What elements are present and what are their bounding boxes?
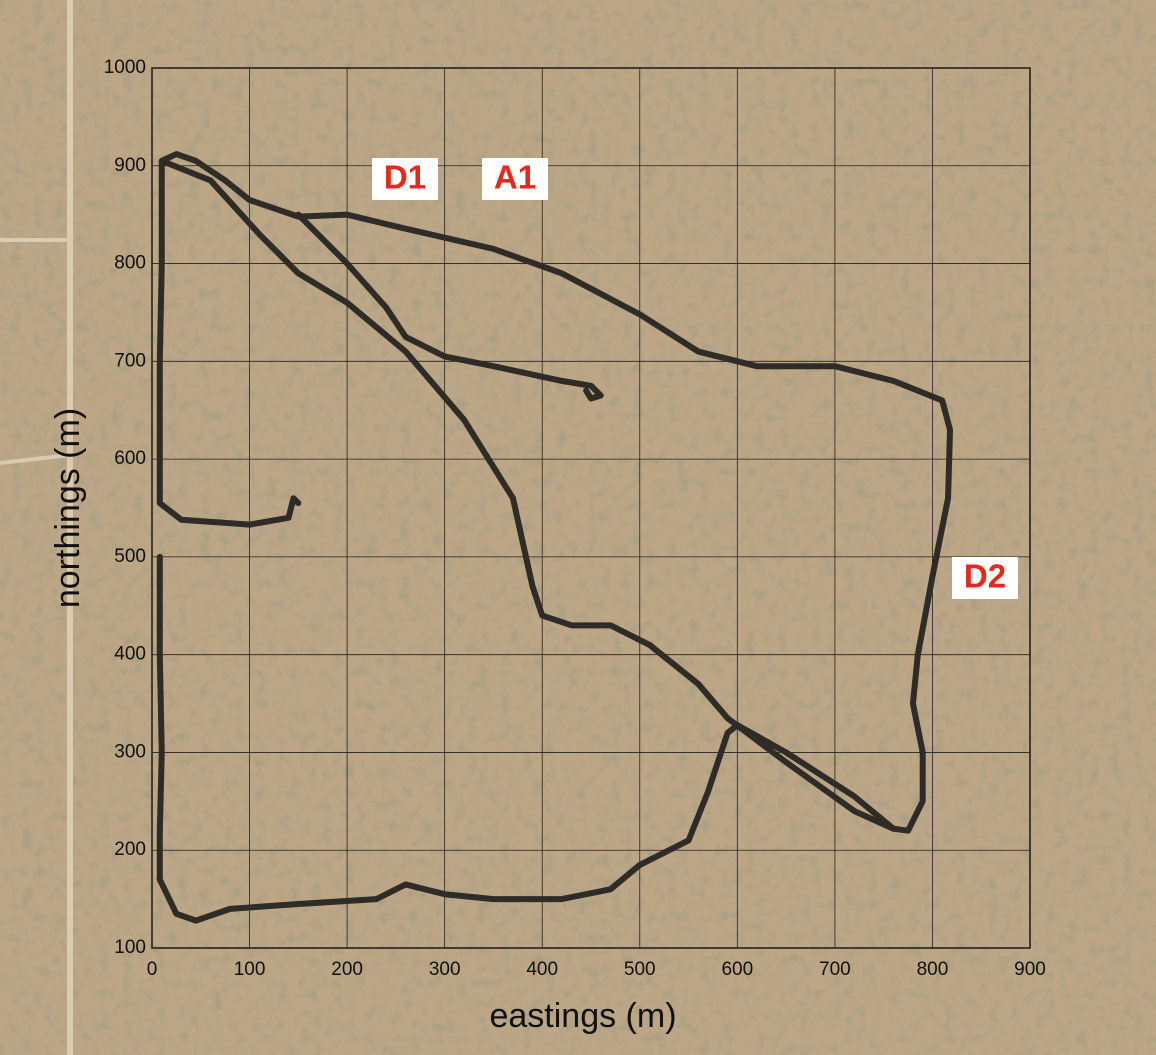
x-tick-label: 800	[917, 959, 949, 980]
x-tick-label: 500	[624, 959, 656, 980]
x-tick-label: 700	[819, 959, 851, 980]
y-tick-label: 300	[114, 741, 146, 762]
annotation: D1	[384, 159, 426, 196]
x-axis-title: eastings (m)	[489, 997, 676, 1035]
x-tick-label: 100	[234, 959, 266, 980]
y-tick-label: 600	[114, 448, 146, 469]
annotation: D2	[964, 558, 1006, 595]
y-tick-label: 1000	[104, 57, 146, 78]
y-axis-title: northings (m)	[49, 408, 87, 608]
y-tick-label: 900	[114, 155, 146, 176]
y-tick-label: 800	[114, 253, 146, 274]
x-tick-label: 200	[331, 959, 363, 980]
y-tick-label: 700	[114, 350, 146, 371]
x-tick-label: 900	[1014, 959, 1046, 980]
annotation: A1	[494, 159, 536, 196]
y-tick-label: 200	[114, 839, 146, 860]
x-tick-label: 400	[526, 959, 558, 980]
x-tick-label: 300	[429, 959, 461, 980]
chart: eastings (m) northings (m) 0100200300400…	[0, 0, 1156, 1055]
y-tick-label: 400	[114, 644, 146, 665]
y-tick-label: 100	[114, 937, 146, 958]
y-tick-label: 500	[114, 546, 146, 567]
x-tick-label: 0	[147, 959, 158, 980]
x-tick-label: 600	[721, 959, 753, 980]
